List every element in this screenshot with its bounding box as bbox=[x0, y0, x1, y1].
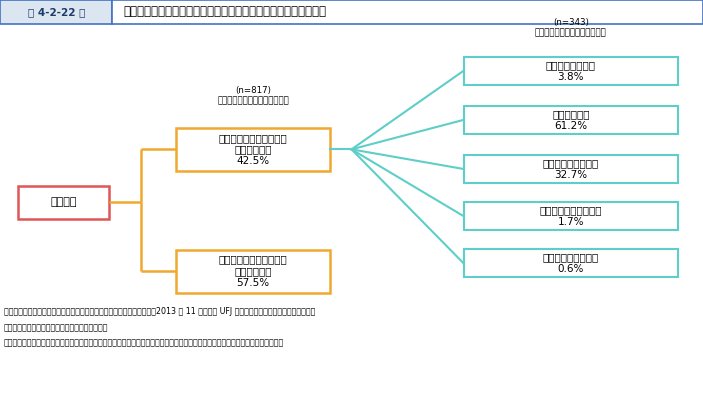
FancyBboxPatch shape bbox=[176, 250, 330, 293]
Text: 第 4-2-22 図: 第 4-2-22 図 bbox=[27, 7, 85, 17]
Text: 施策の立案時に参考にし
たことがある
42.5%: 施策の立案時に参考にし たことがある 42.5% bbox=[219, 133, 288, 166]
Text: (n=343)
中小企業・小規模事業者施策を: (n=343) 中小企業・小規模事業者施策を bbox=[535, 18, 607, 37]
FancyBboxPatch shape bbox=[463, 155, 678, 183]
FancyBboxPatch shape bbox=[463, 202, 678, 230]
FancyBboxPatch shape bbox=[112, 0, 703, 24]
Text: 市区町村: 市区町村 bbox=[50, 197, 77, 208]
FancyBboxPatch shape bbox=[0, 0, 112, 24]
Text: 評価している
61.2%: 評価している 61.2% bbox=[552, 109, 590, 130]
Text: 高く評価している
3.8%: 高く評価している 3.8% bbox=[546, 60, 596, 81]
Text: どちらとも言えない
32.7%: どちらとも言えない 32.7% bbox=[543, 158, 599, 180]
Text: 国の中小企業・小規模事業者施策の活用状況、評価（市区町村）: 国の中小企業・小規模事業者施策の活用状況、評価（市区町村） bbox=[123, 5, 326, 18]
Text: 資料：中小企業庁委託「自治体の中小企業支援の実態に関する調査」（2013 年 11 月、三菱 UFJ リサーチ＆コンサルティング（株））: 資料：中小企業庁委託「自治体の中小企業支援の実態に関する調査」（2013 年 1… bbox=[4, 307, 315, 316]
FancyBboxPatch shape bbox=[463, 57, 678, 85]
Text: (n=817)
中小企業・小規模事業者施策を: (n=817) 中小企業・小規模事業者施策を bbox=[217, 86, 289, 105]
Text: ２．他の自治体とは、市区町村の場合は、市区町村が所属する都道府県、都道府県の場合は、都道府県内の市区町村を指す。: ２．他の自治体とは、市区町村の場合は、市区町村が所属する都道府県、都道府県の場合… bbox=[4, 339, 284, 348]
FancyBboxPatch shape bbox=[176, 128, 330, 171]
FancyBboxPatch shape bbox=[18, 185, 109, 219]
Text: あまり評価していない
1.7%: あまり評価していない 1.7% bbox=[540, 206, 602, 227]
FancyBboxPatch shape bbox=[463, 106, 678, 134]
Text: 全く評価していない
0.6%: 全く評価していない 0.6% bbox=[543, 253, 599, 274]
Text: 施策の立案時に参考にし
たことがない
57.5%: 施策の立案時に参考にし たことがない 57.5% bbox=[219, 255, 288, 288]
FancyBboxPatch shape bbox=[463, 249, 678, 277]
Text: （注）１．市区町村には、政令指定都市を含む。: （注）１．市区町村には、政令指定都市を含む。 bbox=[4, 323, 108, 332]
